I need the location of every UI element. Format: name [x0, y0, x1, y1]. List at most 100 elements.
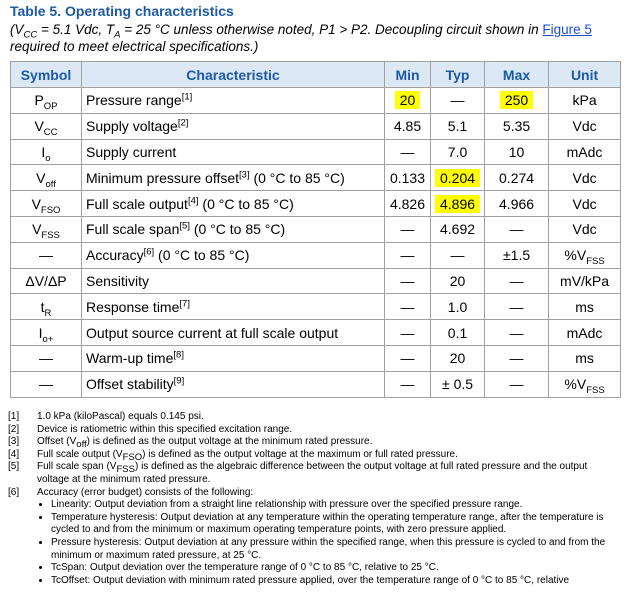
- unit-cell: mAdc: [548, 138, 622, 166]
- symbol-cell: VCC: [10, 112, 82, 140]
- min-cell: —: [384, 344, 431, 372]
- table-row: Io Supply current —7.0 10 mAdc: [10, 138, 622, 166]
- column-header: Typ: [429, 61, 486, 88]
- text: V: [34, 118, 44, 135]
- bullet-item: TcSpan: Output deviation over the temper…: [51, 562, 620, 575]
- min-value: —: [400, 324, 415, 341]
- text: Supply current: [86, 143, 177, 160]
- text: Full scale span: [86, 221, 180, 238]
- text: Offset (V: [37, 436, 77, 448]
- text: ) is defined as the output voltage at th…: [86, 436, 373, 448]
- symbol-cell: —: [10, 370, 82, 398]
- unit-cell: kPa: [548, 87, 622, 114]
- text: Accuracy (error budget) consists of the …: [37, 486, 254, 498]
- text: mV/kPa: [560, 272, 610, 289]
- max-value: 4.966: [499, 195, 535, 212]
- max-cell: 5.35: [484, 112, 550, 140]
- subscript: R: [44, 307, 52, 319]
- min-value: 0.133: [389, 169, 426, 186]
- text: Vdc: [572, 195, 597, 212]
- column-header: Min: [384, 61, 431, 88]
- max-cell: —: [484, 370, 550, 398]
- symbol-cell: Io: [10, 138, 82, 166]
- typ-cell: —: [429, 87, 486, 114]
- unit-cell: Vdc: [548, 215, 622, 243]
- characteristic-cell: Full scale output[4] (0 °C to 85 °C): [81, 190, 385, 217]
- min-cell: —: [384, 215, 431, 243]
- footnote-text: Full scale span (VFSS) is defined as the…: [37, 461, 620, 486]
- unit-cell: ms: [548, 293, 622, 321]
- subscript: OP: [43, 101, 58, 113]
- footnote-text: Offset (Voff) is defined as the output v…: [37, 436, 372, 449]
- subscript: FSO: [40, 204, 61, 216]
- table-row: Io+ Output source current at full scale o…: [10, 319, 622, 346]
- typ-value: 0.204: [435, 168, 481, 187]
- characteristic-cell: Supply current: [81, 138, 385, 166]
- text: Warm-up time: [86, 350, 174, 367]
- text: mAdc: [566, 324, 603, 341]
- subscript: FSS: [116, 464, 135, 476]
- max-value: —: [509, 324, 524, 341]
- text: Vdc: [572, 169, 597, 186]
- typ-value: 7.0: [447, 143, 468, 160]
- text: ) is defined as the algebraic difference…: [37, 461, 588, 485]
- footnote: [6] Accuracy (error budget) consists of t…: [8, 487, 620, 588]
- max-cell: 0.274: [484, 164, 550, 192]
- typ-value: 1.0: [447, 298, 468, 315]
- min-cell: 0.133: [384, 164, 431, 192]
- min-value: —: [400, 350, 415, 367]
- typ-value: —: [450, 92, 465, 109]
- max-value: ±1.5: [502, 247, 531, 264]
- footnote-ref: [6]: [143, 246, 155, 258]
- subscript: FSS: [41, 230, 60, 242]
- text: ms: [575, 298, 594, 315]
- text: Accuracy: [86, 247, 144, 264]
- typ-cell: ± 0.5: [429, 370, 486, 398]
- max-cell: —: [484, 267, 550, 295]
- footnote-text: 1.0 kPa (kiloPascal) equals 0.145 psi.: [37, 411, 204, 424]
- bullet-item: Pressure hysteresis: Output deviation at…: [51, 537, 620, 562]
- text: kPa: [572, 92, 597, 109]
- text: (V: [10, 22, 24, 37]
- footnote-ref: [9]: [173, 375, 185, 387]
- text: Pressure range: [86, 92, 182, 109]
- subscript: o+: [42, 333, 54, 345]
- text: —: [39, 247, 53, 264]
- max-cell: ±1.5: [484, 241, 550, 269]
- max-value: —: [509, 376, 524, 393]
- text: (0 °C to 85 °C): [249, 169, 345, 186]
- text: Device is ratiometric within this specif…: [37, 423, 293, 435]
- typ-cell: —: [429, 241, 486, 269]
- unit-cell: mAdc: [548, 319, 622, 346]
- bullet-list: Linearity: Output deviation from a strai…: [37, 499, 620, 587]
- text: I: [38, 324, 43, 341]
- min-value: —: [400, 298, 415, 315]
- footnote-mark: [4]: [8, 448, 20, 460]
- subscript: off: [45, 178, 56, 190]
- text: required to meet electrical specificatio…: [10, 39, 259, 54]
- text: —: [39, 350, 53, 367]
- link[interactable]: Figure 5: [542, 22, 592, 37]
- footnote-ref: [5]: [179, 220, 190, 232]
- max-value: 0.274: [499, 169, 535, 186]
- footnote-mark: [6]: [8, 486, 20, 498]
- subscript: CC: [43, 126, 58, 138]
- typ-cell: 20: [429, 344, 486, 372]
- footnote-ref: [1]: [181, 91, 193, 103]
- table-row: — Accuracy[6] (0 °C to 85 °C) — — ±1.5 %VFSS: [10, 241, 622, 269]
- footnotes: [1] 1.0 kPa (kiloPascal) equals 0.145 psi…: [8, 411, 620, 587]
- symbol-cell: POP: [10, 87, 82, 114]
- bullet-item: Linearity: Output deviation from a strai…: [51, 499, 620, 512]
- characteristic-cell: Supply voltage[2]: [81, 112, 385, 140]
- characteristic-cell: Response time[7]: [81, 293, 385, 321]
- characteristic-cell: Offset stability[9]: [81, 370, 385, 398]
- table-row: — Offset stability[9] — ± 0.5 — %VFSS: [10, 370, 622, 398]
- text: V: [36, 169, 46, 186]
- min-cell: 4.85: [384, 112, 431, 140]
- text: I: [41, 143, 46, 160]
- typ-value: 4.692: [440, 221, 476, 238]
- max-cell: —: [484, 293, 550, 321]
- table-row: tR Response time[7] —1.0— ms: [10, 293, 622, 321]
- symbol-cell: —: [10, 344, 82, 372]
